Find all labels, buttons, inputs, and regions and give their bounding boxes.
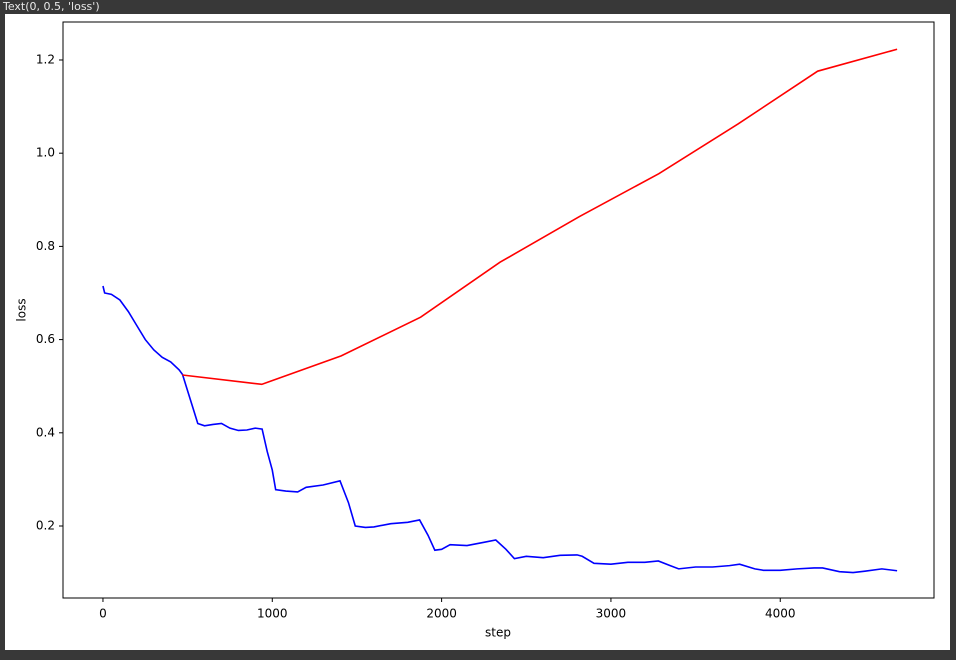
x-tick-label: 3000: [596, 607, 627, 621]
y-tick-label: 0.6: [36, 332, 55, 346]
cell-output-text: Text(0, 0.5, 'loss'): [3, 0, 100, 13]
y-axis-label: loss: [15, 298, 29, 321]
y-tick-label: 0.2: [36, 519, 55, 533]
y-tick-label: 0.4: [36, 425, 55, 439]
x-axis-label: step: [485, 626, 511, 640]
y-tick-label: 1.0: [36, 146, 55, 160]
y-tick-label: 0.8: [36, 239, 55, 253]
loss-line: [182, 48, 898, 386]
loss-line: [102, 285, 898, 574]
x-tick-label: 4000: [765, 607, 796, 621]
x-tick-label: 1000: [257, 607, 288, 621]
figure-background: [5, 14, 950, 650]
y-tick-label: 1.2: [36, 52, 55, 66]
axes-frame: [62, 21, 935, 599]
x-tick-label: 2000: [426, 607, 457, 621]
x-tick-label: 0: [99, 607, 107, 621]
